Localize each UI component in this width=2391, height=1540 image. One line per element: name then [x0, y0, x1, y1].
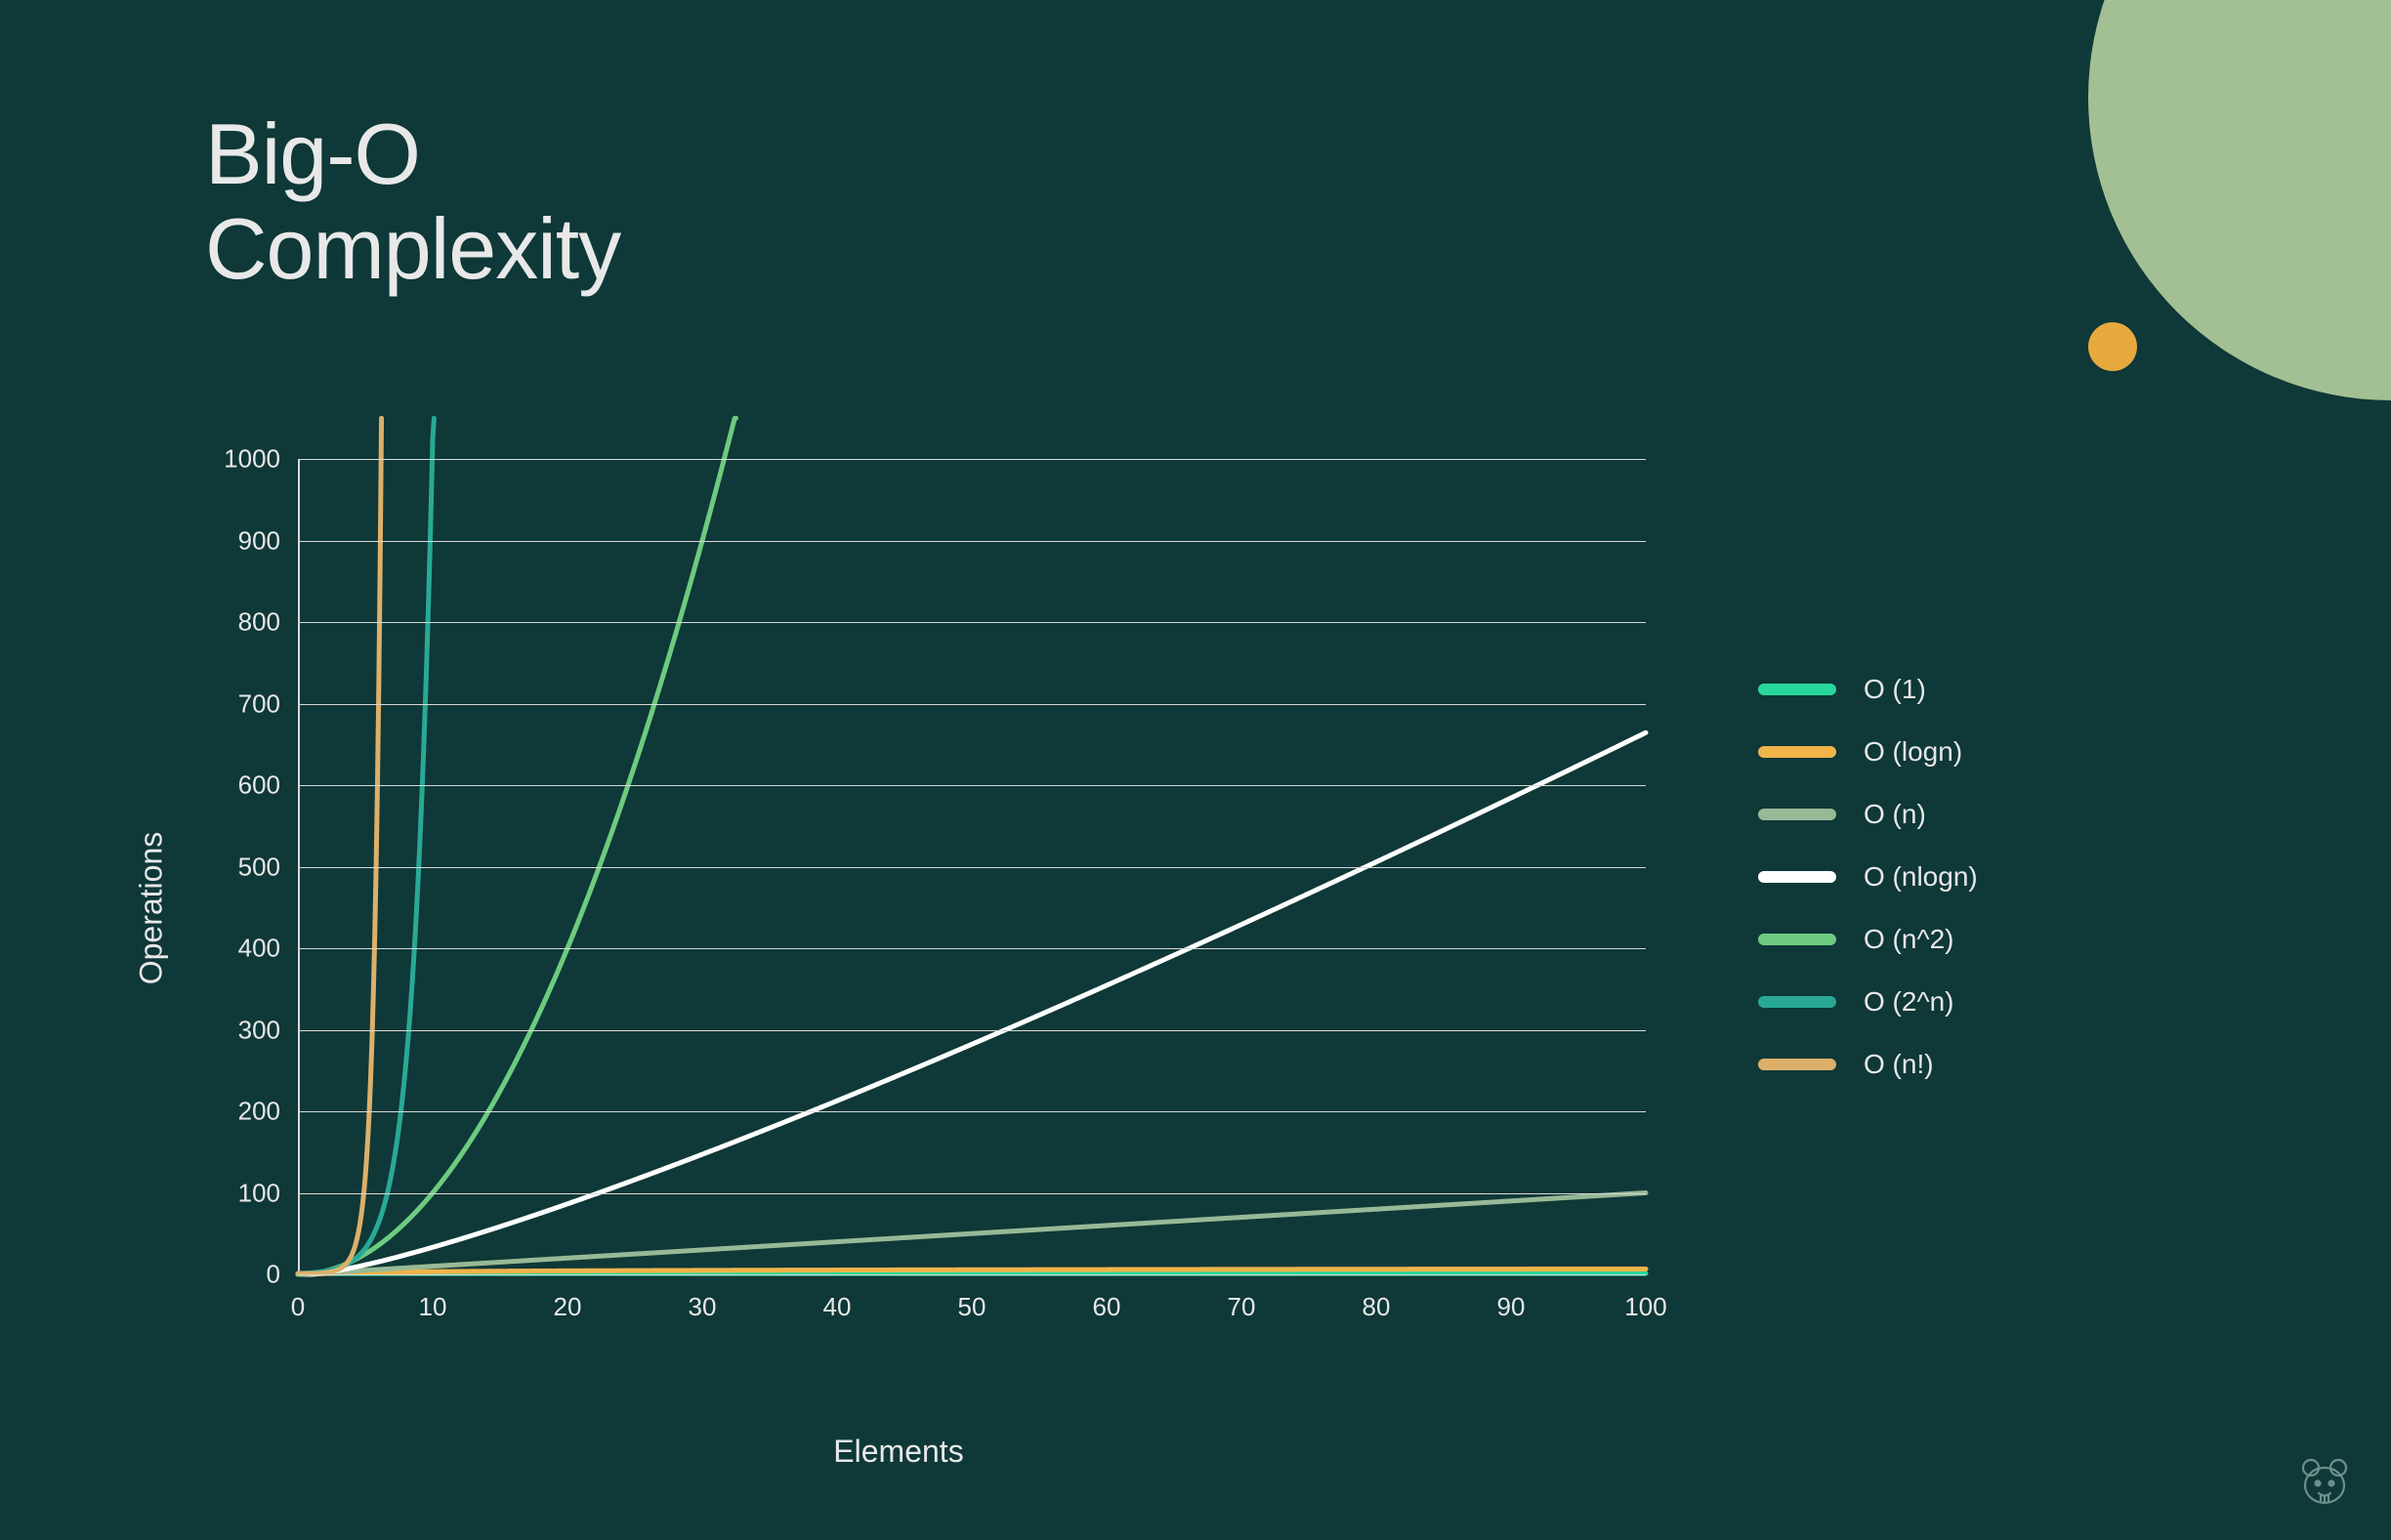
- legend-label: O (n!): [1864, 1049, 1934, 1080]
- x-tick-label: 50: [958, 1292, 986, 1322]
- x-tick-label: 90: [1497, 1292, 1526, 1322]
- legend-item: O (n): [1758, 799, 1978, 830]
- gridline: [298, 459, 1646, 460]
- y-tick-label: 300: [238, 1015, 280, 1045]
- legend-swatch: [1758, 746, 1836, 758]
- legend-swatch: [1758, 684, 1836, 695]
- gridline: [298, 1193, 1646, 1194]
- x-tick-label: 70: [1228, 1292, 1256, 1322]
- brand-logo-icon: [2293, 1450, 2356, 1513]
- gridline: [298, 785, 1646, 786]
- legend-swatch: [1758, 934, 1836, 945]
- y-tick-label: 1000: [224, 444, 280, 475]
- legend-label: O (2^n): [1864, 986, 1954, 1018]
- legend-label: O (nlogn): [1864, 861, 1978, 893]
- series-line: [298, 418, 382, 1273]
- chart: Operations 01002003004005006007008009001…: [151, 459, 1646, 1357]
- legend-label: O (logn): [1864, 736, 1962, 768]
- y-tick-label: 900: [238, 525, 280, 556]
- legend-item: O (n^2): [1758, 924, 1978, 955]
- plot-area: 0100200300400500600700800900100001020304…: [298, 459, 1646, 1274]
- legend: O (1) O (logn) O (n) O (nlogn) O (n^2) O (2^n…: [1758, 674, 1978, 1080]
- legend-item: O (n!): [1758, 1049, 1978, 1080]
- x-tick-label: 100: [1624, 1292, 1666, 1322]
- page-title: Big-O Complexity: [205, 107, 620, 297]
- x-tick-label: 60: [1093, 1292, 1121, 1322]
- y-axis-label: Operations: [134, 832, 170, 985]
- legend-item: O (1): [1758, 674, 1978, 705]
- y-tick-label: 0: [267, 1260, 280, 1290]
- x-axis-label: Elements: [833, 1434, 963, 1470]
- gridline: [298, 1274, 1646, 1275]
- gridline: [298, 1030, 1646, 1031]
- legend-label: O (n^2): [1864, 924, 1954, 955]
- x-tick-label: 30: [689, 1292, 717, 1322]
- legend-label: O (1): [1864, 674, 1926, 705]
- legend-swatch: [1758, 809, 1836, 820]
- series-line: [298, 1193, 1646, 1275]
- gridline: [298, 1111, 1646, 1112]
- y-tick-label: 100: [238, 1178, 280, 1208]
- legend-swatch: [1758, 871, 1836, 883]
- y-tick-label: 500: [238, 852, 280, 882]
- gridline: [298, 948, 1646, 949]
- x-tick-label: 80: [1363, 1292, 1391, 1322]
- x-tick-label: 40: [823, 1292, 852, 1322]
- gridline: [298, 622, 1646, 623]
- legend-swatch: [1758, 1059, 1836, 1070]
- corner-decoration: [1805, 0, 2391, 586]
- x-tick-label: 10: [419, 1292, 447, 1322]
- x-tick-label: 0: [291, 1292, 305, 1322]
- title-line-1: Big-O: [205, 105, 420, 202]
- x-tick-label: 20: [554, 1292, 582, 1322]
- legend-label: O (n): [1864, 799, 1926, 830]
- y-tick-label: 700: [238, 688, 280, 719]
- legend-item: O (2^n): [1758, 986, 1978, 1018]
- y-tick-label: 200: [238, 1097, 280, 1127]
- series-line: [298, 418, 736, 1274]
- y-tick-label: 400: [238, 934, 280, 964]
- title-line-2: Complexity: [205, 200, 620, 297]
- y-tick-label: 800: [238, 607, 280, 638]
- gridline: [298, 541, 1646, 542]
- legend-item: O (nlogn): [1758, 861, 1978, 893]
- legend-item: O (logn): [1758, 736, 1978, 768]
- gridline: [298, 704, 1646, 705]
- legend-swatch: [1758, 996, 1836, 1008]
- gridline: [298, 867, 1646, 868]
- y-tick-label: 600: [238, 770, 280, 801]
